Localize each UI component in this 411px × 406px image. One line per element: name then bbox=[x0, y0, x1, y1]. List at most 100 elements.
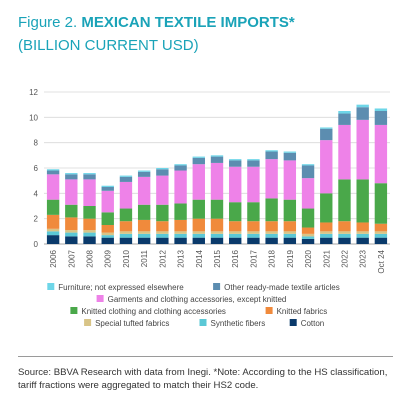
bar-segment bbox=[283, 151, 297, 153]
bar-segment bbox=[229, 166, 242, 203]
bar-segment bbox=[192, 157, 205, 165]
bar-segment bbox=[265, 159, 278, 199]
bar-segment bbox=[301, 227, 315, 234]
bar-segment bbox=[65, 179, 78, 205]
divider bbox=[18, 356, 393, 357]
bar-segment bbox=[174, 233, 187, 238]
bar-segment bbox=[46, 169, 60, 171]
bar-segment bbox=[247, 159, 260, 161]
legend-label: Other ready-made textile articles bbox=[224, 283, 340, 292]
bar-segment bbox=[356, 107, 369, 120]
bar-segment bbox=[301, 178, 315, 209]
bar-segment bbox=[320, 127, 333, 129]
bar-segment bbox=[119, 181, 133, 209]
bar-segment bbox=[46, 174, 60, 200]
bar-segment bbox=[46, 228, 60, 232]
legend-swatch bbox=[70, 307, 78, 314]
legend-item: Other ready-made textile articles bbox=[213, 283, 340, 292]
bar-segment bbox=[374, 237, 388, 244]
bar-segment bbox=[229, 159, 242, 161]
bar-segment bbox=[101, 185, 114, 187]
bar-segment bbox=[46, 170, 60, 175]
bar-segment bbox=[283, 237, 297, 244]
bar-segment bbox=[119, 233, 133, 238]
bar-segment bbox=[265, 237, 278, 244]
bar-segment bbox=[229, 202, 242, 222]
bar-segment bbox=[265, 151, 278, 160]
bar-segment bbox=[210, 237, 224, 244]
bar-segment bbox=[301, 233, 315, 237]
bar-segment bbox=[83, 230, 96, 233]
legend-item: Garments and clothing accessories, excep… bbox=[96, 295, 287, 304]
bar-segment bbox=[65, 217, 78, 231]
bar-segment bbox=[356, 231, 369, 234]
bar-segment bbox=[137, 233, 151, 238]
bar-segment bbox=[65, 230, 78, 233]
x-tick-label: 2022 bbox=[340, 249, 349, 267]
legend-item: Knitted clothing and clothing accessorie… bbox=[70, 307, 226, 316]
legend-label: Knitted fabrics bbox=[277, 307, 328, 316]
bar-segment bbox=[83, 232, 96, 237]
legend-label: Garments and clothing accessories, excep… bbox=[108, 295, 287, 304]
bar-segment bbox=[65, 173, 78, 175]
bar-segment bbox=[65, 232, 78, 237]
bar-segment bbox=[83, 179, 96, 206]
bar-segment bbox=[174, 170, 187, 204]
bar-segment bbox=[174, 231, 187, 234]
legend-swatch bbox=[47, 283, 55, 290]
bar-segment bbox=[210, 233, 224, 238]
bar-segment bbox=[320, 233, 333, 238]
bar-segment bbox=[338, 111, 351, 114]
bar-segment bbox=[283, 233, 297, 238]
bar-segment bbox=[192, 156, 205, 158]
bar-segment bbox=[101, 187, 114, 191]
bar-segment bbox=[320, 193, 333, 223]
legend-label: Knitted clothing and clothing accessorie… bbox=[81, 307, 226, 316]
legend: Furniture; not expressed elsewhere Other … bbox=[47, 283, 340, 328]
bar-segment bbox=[65, 204, 78, 218]
x-tick-label: 2010 bbox=[122, 249, 131, 267]
bar-segment bbox=[374, 108, 388, 111]
bar-segment bbox=[156, 237, 169, 244]
bar-segment bbox=[83, 206, 96, 219]
chart-subtitle: (BILLION CURRENT USD) bbox=[18, 37, 199, 54]
bar-segment bbox=[83, 173, 96, 175]
bar-segment bbox=[374, 233, 388, 238]
bar-segment bbox=[174, 237, 187, 244]
bar-segment bbox=[137, 219, 151, 232]
legend-item: Cotton bbox=[289, 319, 324, 328]
bar-segment bbox=[174, 203, 187, 220]
bar-segment bbox=[192, 199, 205, 219]
chart-title: MEXICAN TEXTILE IMPORTS* bbox=[81, 14, 295, 31]
legend-label: Synthetic fibers bbox=[211, 319, 266, 328]
bar-segment bbox=[247, 202, 260, 222]
x-tick-label: 2006 bbox=[49, 249, 58, 267]
bar-segment bbox=[301, 164, 315, 166]
bar-segment bbox=[338, 113, 351, 125]
bar-segment bbox=[229, 233, 242, 238]
bar-segment bbox=[247, 160, 260, 167]
x-tick-label: 2013 bbox=[177, 249, 186, 267]
bar-segment bbox=[192, 237, 205, 244]
x-tick-label: 2015 bbox=[213, 249, 222, 267]
legend-swatch bbox=[96, 295, 104, 302]
x-tick-label: 2017 bbox=[249, 249, 258, 267]
legend-item: Furniture; not expressed elsewhere bbox=[47, 283, 184, 292]
bar-segment bbox=[101, 225, 114, 233]
bar-segment bbox=[174, 164, 187, 166]
legend-swatch bbox=[289, 319, 297, 326]
bar-segment bbox=[46, 199, 60, 215]
bar-segment bbox=[247, 166, 260, 203]
bar-segment bbox=[374, 124, 388, 184]
x-tick-label: 2009 bbox=[104, 249, 113, 267]
bar-segment bbox=[247, 233, 260, 238]
bar-segment bbox=[374, 183, 388, 224]
legend-item: Synthetic fibers bbox=[199, 319, 266, 328]
x-tick-label: 2012 bbox=[158, 249, 167, 267]
bar-segment bbox=[356, 237, 369, 244]
bar-segment bbox=[46, 231, 60, 236]
bar-segment bbox=[301, 238, 315, 244]
y-tick-label: 10 bbox=[29, 113, 38, 122]
x-tick-label: 2014 bbox=[195, 249, 204, 267]
bar-segment bbox=[283, 199, 297, 222]
